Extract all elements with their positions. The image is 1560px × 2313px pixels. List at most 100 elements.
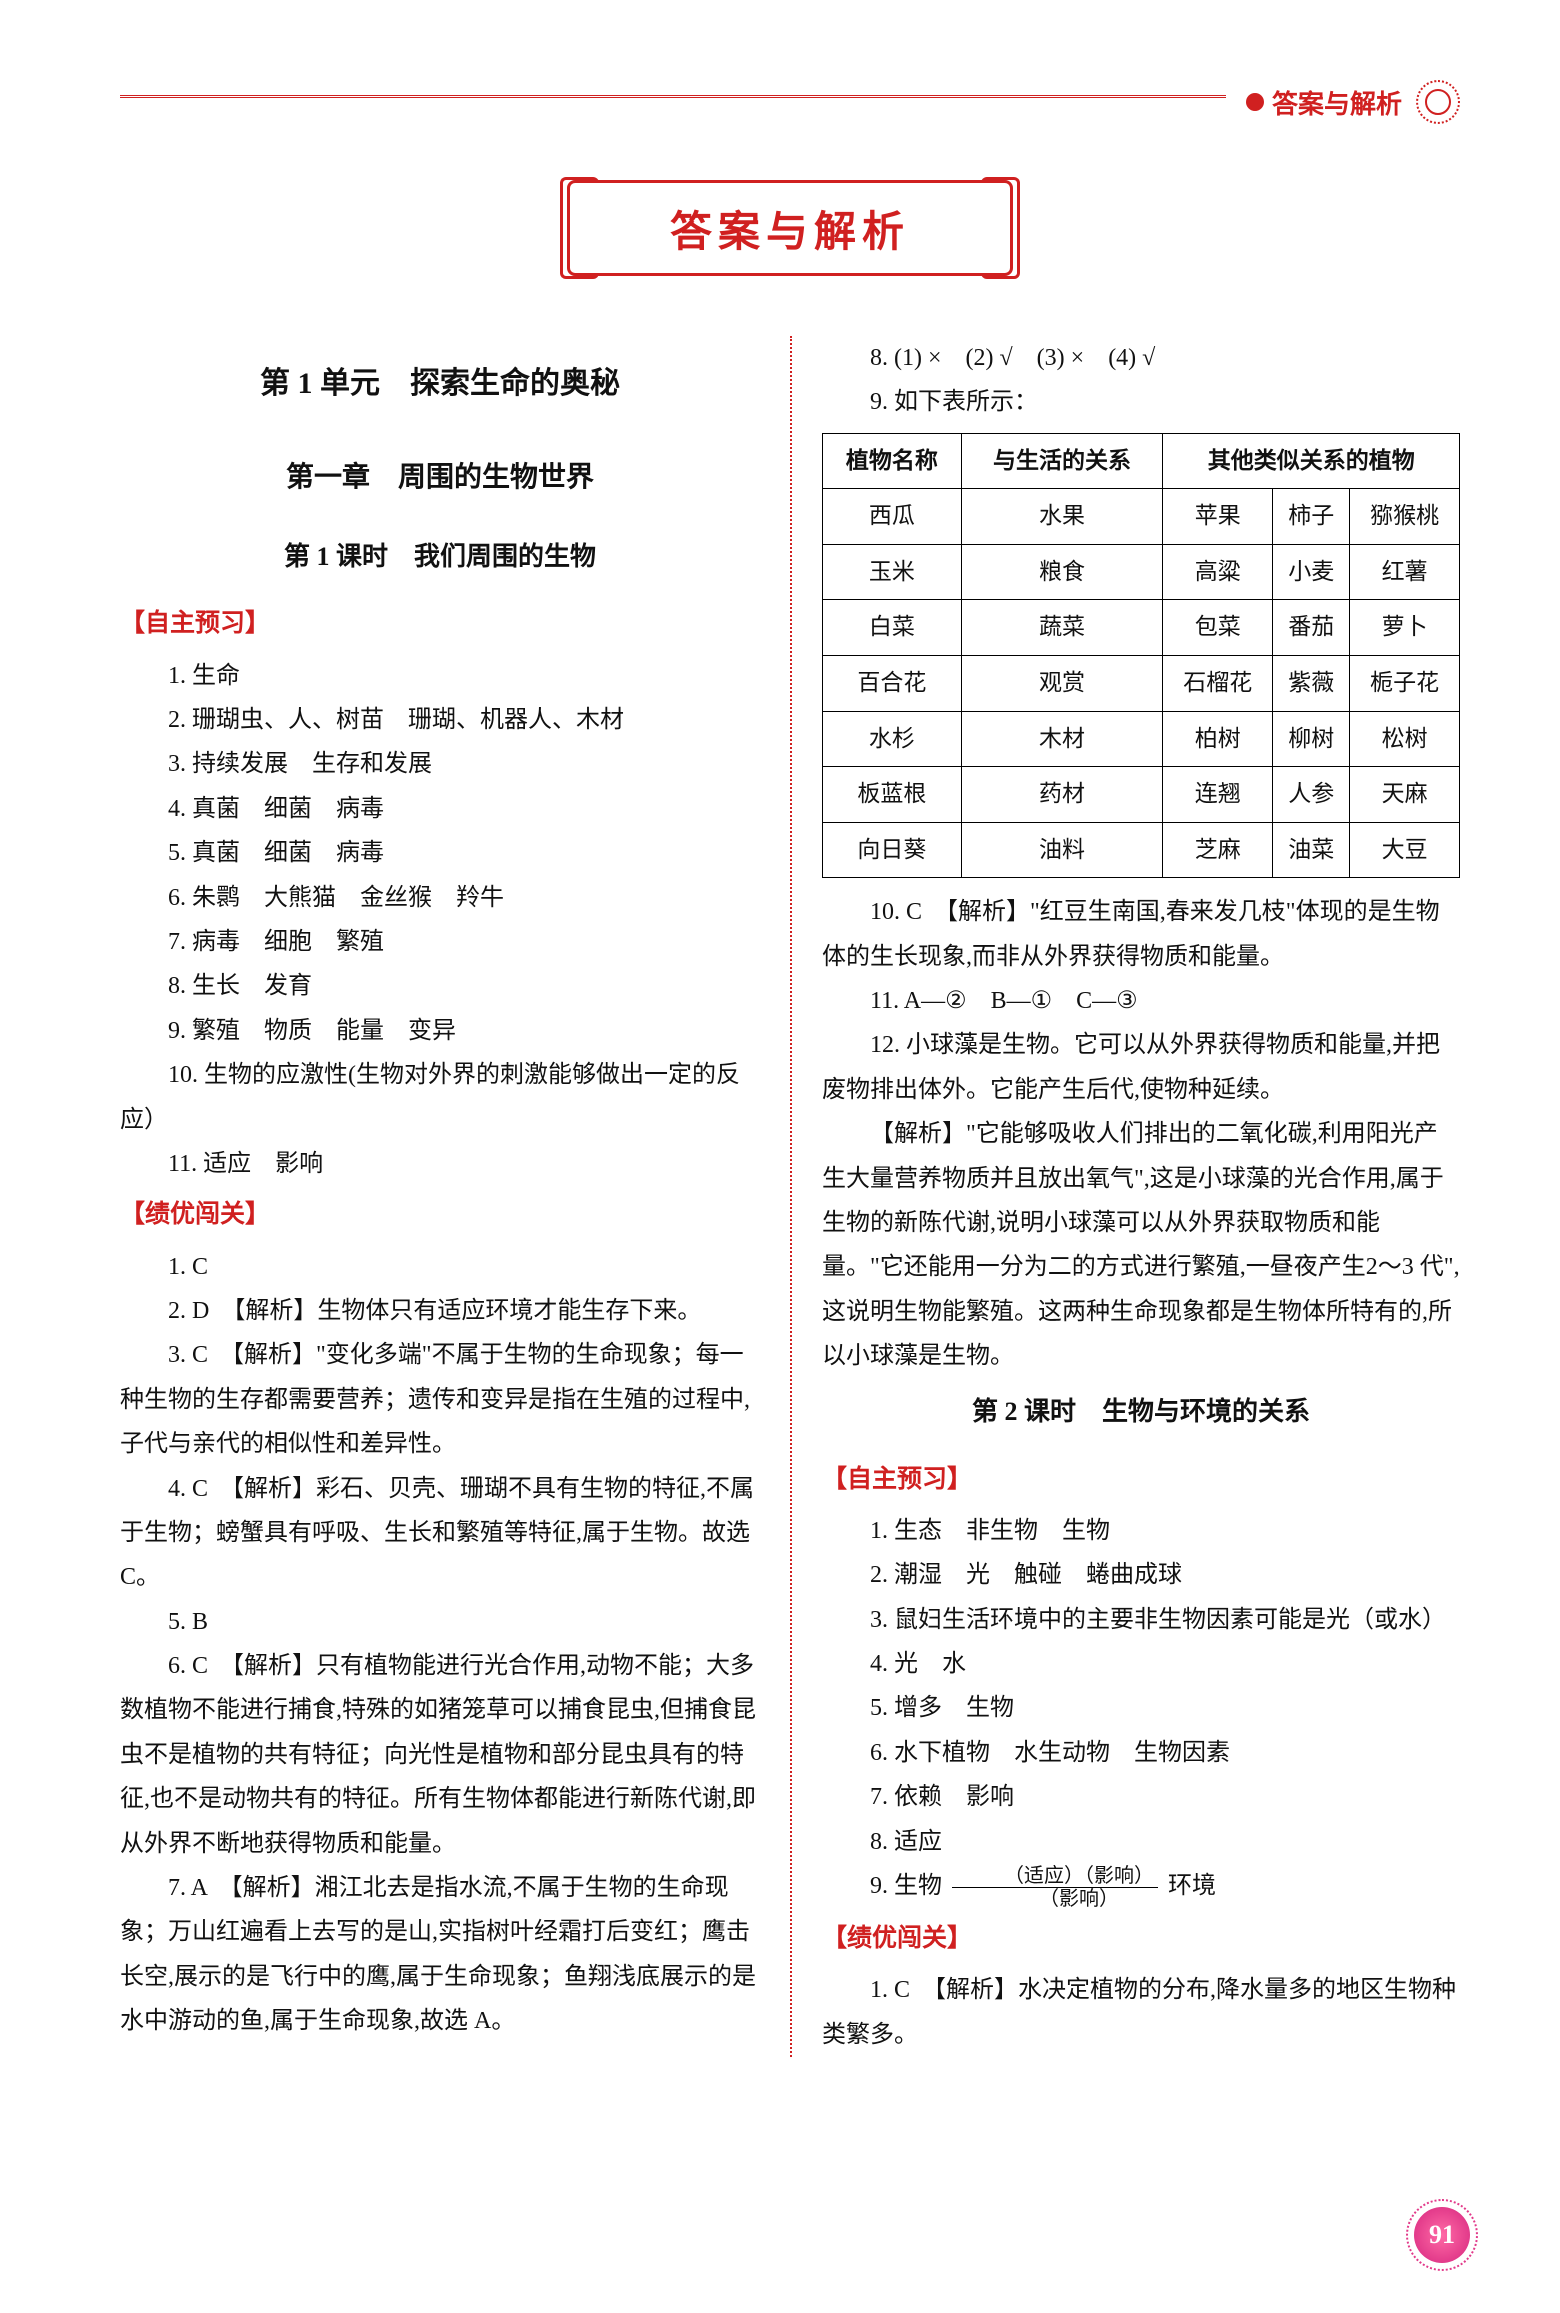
practice-item: 4. C 【解析】彩石、贝壳、珊瑚不具有生物的特征,不属于生物；螃蟹具有呼吸、生…: [120, 1467, 760, 1600]
practice-item: 1. C: [120, 1245, 760, 1289]
table-row: 西瓜 水果 苹果 柿子 猕猴桃: [823, 489, 1460, 545]
header-label: 答案与解析: [1226, 80, 1460, 124]
table-cell: 观赏: [961, 655, 1163, 711]
table-header: 植物名称: [823, 433, 962, 489]
table-row: 白菜 蔬菜 包菜 番茄 萝卜: [823, 600, 1460, 656]
formula-top: （适应）（影响）: [952, 1865, 1158, 1888]
preview2-item: 5. 增多 生物: [822, 1686, 1460, 1730]
formula-line: 9. 生物 （适应）（影响） （影响） 环境: [822, 1864, 1460, 1910]
preview-item: 7. 病毒 细胞 繁殖: [120, 920, 760, 964]
section-practice-heading: 【绩优闯关】: [120, 1192, 760, 1238]
formula-suffix: 环境: [1168, 1873, 1216, 1899]
right-column: 8. (1) × (2) √ (3) × (4) √ 9. 如下表所示： 植物名…: [790, 336, 1460, 2057]
table-header: 与生活的关系: [961, 433, 1163, 489]
preview2-item: 8. 适应: [822, 1820, 1460, 1864]
table-cell: 猕猴桃: [1350, 489, 1460, 545]
table-cell: 柏树: [1163, 711, 1273, 767]
table-cell: 包菜: [1163, 600, 1273, 656]
page-number-badge: 91: [1414, 2207, 1470, 2263]
right-item: 10. C 【解析】"红豆生南国,春来发几枝"体现的是生物体的生长现象,而非从外…: [822, 890, 1460, 979]
right-item: 12. 小球藻是生物。它可以从外界获得物质和能量,并把废物排出体外。它能产生后代…: [822, 1023, 1460, 1112]
table-cell: 西瓜: [823, 489, 962, 545]
table-cell: 水杉: [823, 711, 962, 767]
practice-item: 7. A 【解析】湘江北去是指水流,不属于生物的生命现象；万山红遍看上去写的是山…: [120, 1866, 760, 2044]
preview2-item: 6. 水下植物 水生动物 生物因素: [822, 1731, 1460, 1775]
preview-item: 10. 生物的应激性(生物对外界的刺激能够做出一定的反应）: [120, 1053, 760, 1142]
table-cell: 天麻: [1350, 767, 1460, 823]
header-deco-inner-icon: [1425, 89, 1451, 115]
left-column: 第 1 单元 探索生命的奥秘 第一章 周围的生物世界 第 1 课时 我们周围的生…: [120, 336, 790, 2057]
table-cell: 粮食: [961, 544, 1163, 600]
table-cell: 番茄: [1273, 600, 1350, 656]
right-item: 11. A—② B—① C—③: [822, 979, 1460, 1023]
table-cell: 油料: [961, 822, 1163, 878]
header-text: 答案与解析: [1272, 84, 1402, 121]
table-cell: 高粱: [1163, 544, 1273, 600]
practice-item: 2. D 【解析】生物体只有适应环境才能生存下来。: [120, 1289, 760, 1333]
right-item: 【解析】"它能够吸收人们排出的二氧化碳,利用阳光产生大量营养物质并且放出氧气",…: [822, 1112, 1460, 1378]
page-header: 答案与解析: [120, 80, 1460, 124]
table-cell: 百合花: [823, 655, 962, 711]
table-row: 百合花 观赏 石榴花 紫薇 栀子花: [823, 655, 1460, 711]
page: 答案与解析 答案与解析 第 1 单元 探索生命的奥秘 第一章 周围的生物世界 第…: [0, 0, 1560, 2313]
table-row: 水杉 木材 柏树 柳树 松树: [823, 711, 1460, 767]
preview-item: 4. 真菌 细菌 病毒: [120, 787, 760, 831]
table-cell: 芝麻: [1163, 822, 1273, 878]
practice-item: 5. B: [120, 1600, 760, 1644]
preview2-item: 1. 生态 非生物 生物: [822, 1509, 1460, 1553]
preview2-item: 4. 光 水: [822, 1642, 1460, 1686]
unit-title: 第 1 单元 探索生命的奥秘: [120, 356, 760, 412]
preview-item: 9. 繁殖 物质 能量 变异: [120, 1009, 760, 1053]
lesson-title: 第 1 课时 我们周围的生物: [120, 533, 760, 581]
practice-item: 6. C 【解析】只有植物能进行光合作用,动物不能；大多数植物不能进行捕食,特殊…: [120, 1644, 760, 1866]
table-cell: 人参: [1273, 767, 1350, 823]
right-item: 9. 如下表所示：: [822, 380, 1460, 424]
table-header-row: 植物名称 与生活的关系 其他类似关系的植物: [823, 433, 1460, 489]
preview-item: 2. 珊瑚虫、人、树苗 珊瑚、机器人、木材: [120, 698, 760, 742]
red-dot-icon: [1246, 93, 1264, 111]
preview-item: 6. 朱鹮 大熊猫 金丝猴 羚牛: [120, 876, 760, 920]
table-cell: 向日葵: [823, 822, 962, 878]
preview-item: 5. 真菌 细菌 病毒: [120, 831, 760, 875]
chapter-title: 第一章 周围的生物世界: [120, 452, 760, 504]
table-cell: 石榴花: [1163, 655, 1273, 711]
table-cell: 柿子: [1273, 489, 1350, 545]
section-practice2-heading: 【绩优闯关】: [822, 1916, 1460, 1962]
preview-item: 11. 适应 影响: [120, 1142, 760, 1186]
columns: 第 1 单元 探索生命的奥秘 第一章 周围的生物世界 第 1 课时 我们周围的生…: [120, 336, 1460, 2057]
table-cell: 紫薇: [1273, 655, 1350, 711]
right-item: 8. (1) × (2) √ (3) × (4) √: [822, 336, 1460, 380]
table-cell: 水果: [961, 489, 1163, 545]
table-row: 板蓝根 药材 连翘 人参 天麻: [823, 767, 1460, 823]
table-cell: 大豆: [1350, 822, 1460, 878]
lesson2-title: 第 2 课时 生物与环境的关系: [822, 1388, 1460, 1436]
table-cell: 红薯: [1350, 544, 1460, 600]
table-cell: 蔬菜: [961, 600, 1163, 656]
section-preview-heading: 【自主预习】: [120, 601, 760, 647]
table-cell: 板蓝根: [823, 767, 962, 823]
table-cell: 苹果: [1163, 489, 1273, 545]
section-preview2-heading: 【自主预习】: [822, 1457, 1460, 1503]
title-banner-text: 答案与解析: [670, 198, 910, 259]
table-cell: 连翘: [1163, 767, 1273, 823]
preview2-item: 3. 鼠妇生活环境中的主要非生物因素可能是光（或水）: [822, 1598, 1460, 1642]
formula-bottom: （影响）: [952, 1888, 1158, 1910]
table-header: 其他类似关系的植物: [1163, 433, 1460, 489]
title-banner: 答案与解析: [567, 180, 1013, 276]
table-cell: 小麦: [1273, 544, 1350, 600]
table-cell: 玉米: [823, 544, 962, 600]
preview-item: 3. 持续发展 生存和发展: [120, 742, 760, 786]
table-cell: 油菜: [1273, 822, 1350, 878]
table-cell: 白菜: [823, 600, 962, 656]
header-deco-icon: [1416, 80, 1460, 124]
table-cell: 药材: [961, 767, 1163, 823]
table-cell: 柳树: [1273, 711, 1350, 767]
formula-prefix: 9. 生物: [870, 1873, 942, 1899]
preview-item: 8. 生长 发育: [120, 964, 760, 1008]
page-number: 91: [1429, 2220, 1455, 2250]
plant-table: 植物名称 与生活的关系 其他类似关系的植物 西瓜 水果 苹果 柿子 猕猴桃 玉米…: [822, 433, 1460, 878]
formula-fraction: （适应）（影响） （影响）: [948, 1865, 1162, 1910]
table-row: 玉米 粮食 高粱 小麦 红薯: [823, 544, 1460, 600]
preview-item: 1. 生命: [120, 654, 760, 698]
table-cell: 松树: [1350, 711, 1460, 767]
